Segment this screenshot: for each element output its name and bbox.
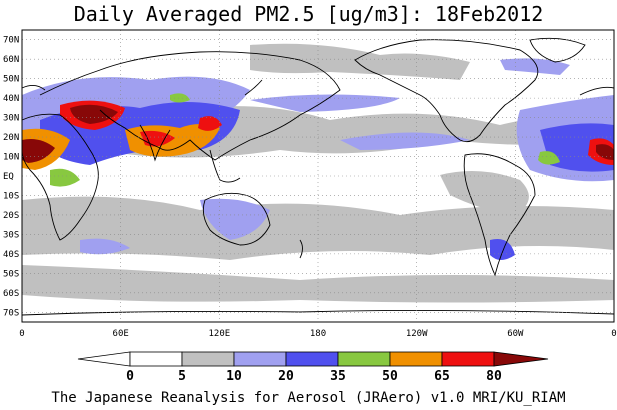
colorbar-tick-label: 35	[330, 369, 346, 384]
map-frame	[21, 29, 615, 323]
colorbar-tick-label: 0	[126, 369, 134, 384]
lat-label: 30N	[3, 114, 19, 124]
colorbar-swatch	[389, 351, 443, 367]
lat-label: 50N	[3, 75, 19, 85]
lat-label: 60N	[3, 55, 19, 65]
lon-label: 60E	[113, 329, 129, 339]
lat-label: EQ	[3, 172, 14, 182]
lon-label: 60W	[507, 329, 524, 339]
lat-label: 70S	[3, 308, 19, 318]
lat-label: 40N	[3, 94, 19, 104]
colorbar-swatch	[129, 351, 183, 367]
colorbar-tick-label: 5	[178, 369, 186, 384]
colorbar-swatch	[233, 351, 287, 367]
lat-label: 40S	[3, 250, 19, 260]
latitude-labels: 70N 60N 50N 40N 30N 20N 10N EQ 10S 20S 30S 40S 50S 60…	[3, 36, 19, 319]
lon-label: 120W	[406, 329, 428, 339]
coastlines	[21, 37, 615, 316]
colorbar-arrow-left	[77, 351, 131, 367]
colorbar-arrow-right	[493, 351, 549, 367]
lat-label: 50S	[3, 269, 19, 279]
colorbar-swatch	[181, 351, 235, 367]
colorbar-swatch	[337, 351, 391, 367]
colorbar-swatch	[285, 351, 339, 367]
colorbar-tick-label: 65	[434, 369, 450, 384]
lat-label: 30S	[3, 230, 19, 240]
lat-label: 70N	[3, 36, 19, 46]
lon-label: 0	[611, 329, 616, 339]
lon-label: 180	[310, 329, 326, 339]
lat-label: 20S	[3, 211, 19, 221]
lat-label: 60S	[3, 289, 19, 299]
lat-label: 10S	[3, 191, 19, 201]
colorbar-swatch	[441, 351, 495, 367]
map-title: Daily Averaged PM2.5 [ug/m3]: 18Feb2012	[73, 2, 544, 26]
lat-label: 20N	[3, 133, 19, 143]
longitude-labels: 0 60E 120E 180 120W 60W 0	[19, 329, 616, 339]
footer-credit: The Japanese Reanalysis for Aerosol (JRA…	[51, 390, 566, 406]
colorbar: 0 5 10 20 35 50 65 80	[77, 351, 549, 384]
lon-label: 120E	[208, 329, 230, 339]
lat-label: 10N	[3, 153, 19, 163]
graticule	[22, 30, 614, 322]
colorbar-tick-label: 10	[226, 369, 242, 384]
colorbar-tick-label: 20	[278, 369, 294, 384]
colorbar-tick-label: 50	[382, 369, 398, 384]
lon-label: 0	[19, 329, 24, 339]
colorbar-tick-label: 80	[486, 369, 502, 384]
